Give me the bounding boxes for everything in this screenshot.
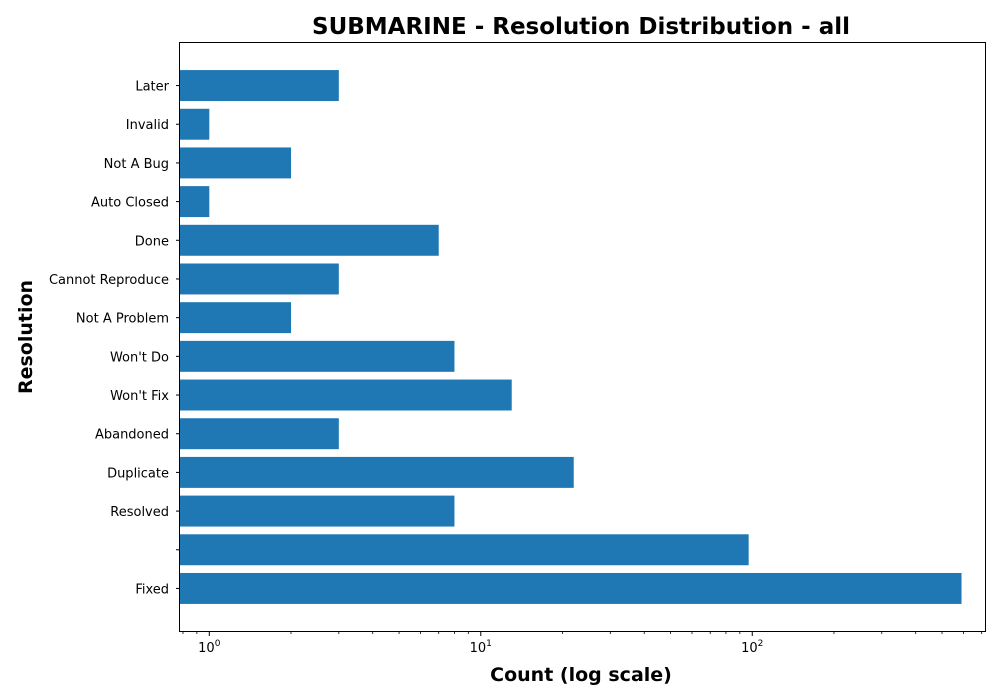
y-axis-label: Resolution <box>15 280 37 394</box>
bar <box>180 495 455 527</box>
bar <box>180 147 292 179</box>
y-tick-label: Abandoned <box>95 428 169 443</box>
x-axis-ticks: 100 101 102 <box>182 631 983 656</box>
x-axis-label: Count (log scale) <box>490 664 672 686</box>
bar <box>180 456 574 488</box>
y-tick-label: Resolved <box>110 505 169 520</box>
bar <box>180 302 292 334</box>
y-tick-label: Cannot Reproduce <box>49 273 169 288</box>
x-tick-label: 101 <box>470 639 492 656</box>
x-tick-label: 100 <box>198 639 221 656</box>
bar <box>180 263 339 295</box>
bar <box>180 572 962 604</box>
y-tick-label: Done <box>135 234 169 249</box>
y-tick-label: Fixed <box>135 582 169 597</box>
bars-group <box>180 70 962 604</box>
bar <box>180 224 439 256</box>
bar <box>180 534 749 566</box>
bar <box>180 340 455 372</box>
y-tick-label: Invalid <box>126 118 169 133</box>
y-tick-label: Auto Closed <box>91 196 169 211</box>
y-tick-label: Won't Do <box>110 350 169 365</box>
y-tick-label: Won't Fix <box>110 389 169 404</box>
x-tick-label: 102 <box>741 639 763 656</box>
bar <box>180 70 339 102</box>
plot-frame <box>179 42 986 632</box>
bar <box>180 379 512 411</box>
bar <box>180 108 210 140</box>
bar <box>180 418 339 450</box>
bar <box>180 186 210 218</box>
chart-title: SUBMARINE - Resolution Distribution - al… <box>312 14 850 40</box>
y-tick-label: Not A Bug <box>104 157 169 172</box>
y-tick-label: Duplicate <box>107 466 169 481</box>
y-axis-ticks: Fixed Resolved Duplicate Abandoned Won't Fix… <box>49 80 180 597</box>
y-tick-label: Later <box>135 80 169 95</box>
y-tick-label: Not A Problem <box>76 312 169 327</box>
